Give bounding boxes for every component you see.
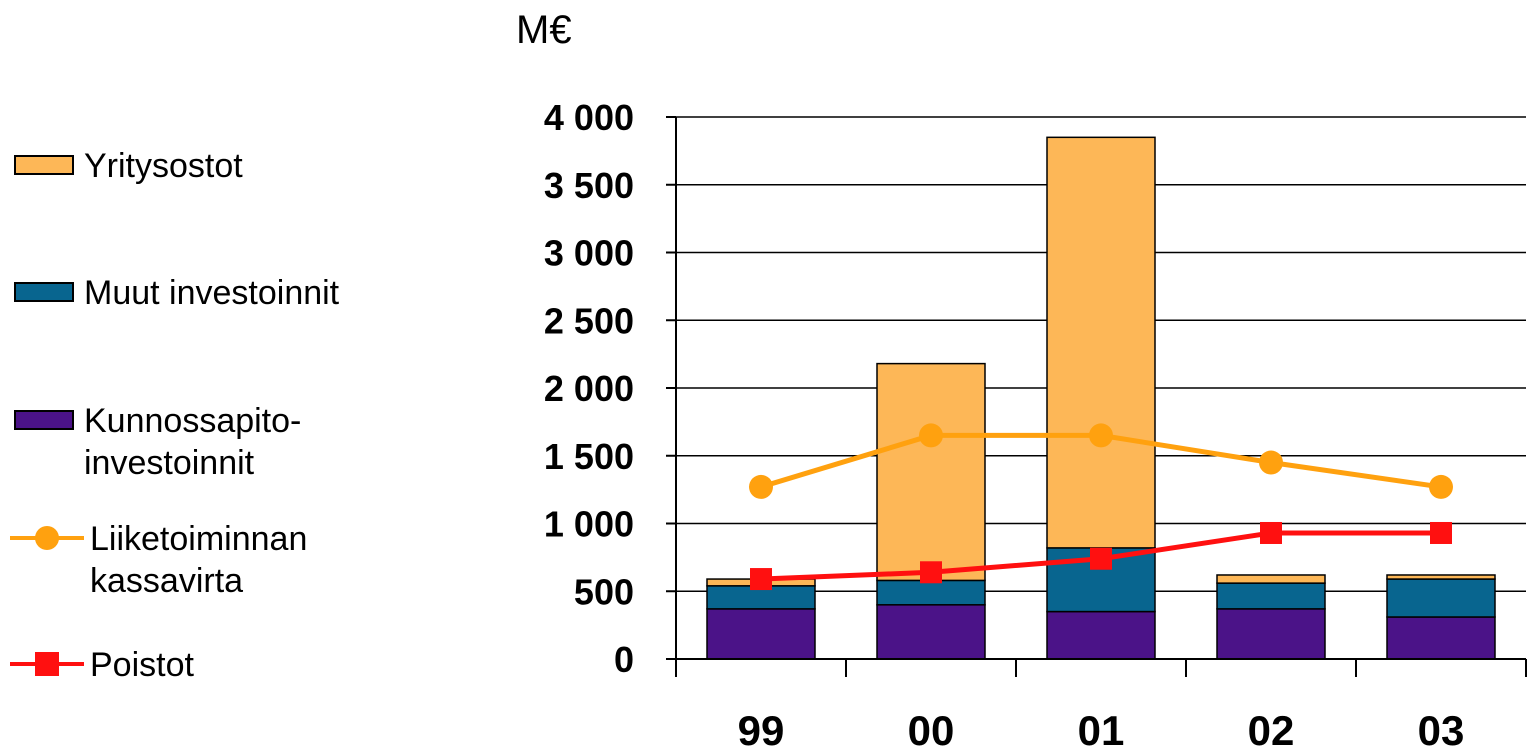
- point-liiketoiminnan-kassavirta-01: [1089, 423, 1113, 448]
- legend-label-kunnossapito: Kunnossapito- investoinnit: [84, 402, 302, 482]
- x-tick-label: 01: [1078, 707, 1125, 752]
- bar-yritysostot-00: [876, 362, 986, 582]
- bar-yritysostot-01: [1046, 136, 1156, 549]
- legend: Yritysostot Muut investoinnit Kunnossapi…: [0, 0, 480, 752]
- legend-label-poistot: Poistot: [90, 646, 194, 684]
- legend-swatch-muut-investoinnit: [14, 282, 74, 302]
- point-poistot-03: [1430, 521, 1452, 544]
- bar-muut-investoinnit-02: [1216, 582, 1326, 610]
- bar-kunnossapito-investoinnit-00: [876, 604, 986, 660]
- legend-item-muut-investoinnit: Muut investoinnit: [10, 272, 339, 314]
- legend-label-kassavirta: Liiketoiminnan kassavirta: [90, 520, 308, 600]
- bar-kunnossapito-investoinnit-99: [706, 608, 816, 660]
- point-liiketoiminnan-kassavirta-03: [1429, 474, 1453, 499]
- x-tick-label: 99: [738, 707, 785, 752]
- y-tick-label: 1 500: [544, 436, 634, 477]
- x-tick-label: 02: [1248, 707, 1295, 752]
- legend-item-kunnossapito: Kunnossapito- investoinnit: [10, 400, 301, 484]
- y-tick-label: 4 000: [544, 97, 634, 138]
- legend-item-yritysostot: Yritysostot: [10, 145, 243, 187]
- point-poistot-99: [750, 568, 772, 591]
- bar-kunnossapito-investoinnit-02: [1216, 608, 1326, 660]
- legend-swatch-kunnossapito: [14, 410, 74, 430]
- y-unit-label: M€: [516, 8, 572, 52]
- y-tick-label: 0: [614, 639, 634, 680]
- legend-swatch-yritysostot: [14, 155, 74, 175]
- point-poistot-01: [1090, 547, 1112, 570]
- bar-kunnossapito-investoinnit-01: [1046, 610, 1156, 660]
- point-liiketoiminnan-kassavirta-99: [749, 474, 773, 499]
- y-tick-label: 500: [574, 571, 634, 612]
- bar-kunnossapito-investoinnit-03: [1386, 616, 1496, 660]
- bar-muut-investoinnit-00: [876, 579, 986, 606]
- legend-label-yritysostot: Yritysostot: [84, 147, 243, 185]
- legend-item-kassavirta: Liiketoiminnan kassavirta: [10, 518, 307, 602]
- y-tick-label: 1 000: [544, 504, 634, 545]
- point-poistot-02: [1260, 521, 1282, 544]
- legend-label-muut-investoinnit: Muut investoinnit: [84, 274, 340, 312]
- legend-item-poistot: Poistot: [10, 644, 194, 686]
- point-poistot-00: [920, 561, 942, 584]
- x-tick-label: 00: [908, 707, 955, 752]
- y-tick-label: 2 000: [544, 368, 634, 409]
- legend-line-poistot: [10, 644, 84, 684]
- y-tick-label: 3 000: [544, 233, 634, 274]
- point-liiketoiminnan-kassavirta-00: [919, 423, 943, 448]
- y-tick-label: 3 500: [544, 165, 634, 206]
- point-liiketoiminnan-kassavirta-02: [1259, 450, 1283, 475]
- x-tick-label: 03: [1418, 707, 1465, 752]
- y-tick-label: 2 500: [544, 300, 634, 341]
- bar-muut-investoinnit-03: [1386, 578, 1496, 618]
- legend-line-kassavirta: [10, 518, 84, 558]
- bar-yritysostot-03: [1386, 574, 1496, 580]
- bar-yritysostot-02: [1216, 574, 1326, 584]
